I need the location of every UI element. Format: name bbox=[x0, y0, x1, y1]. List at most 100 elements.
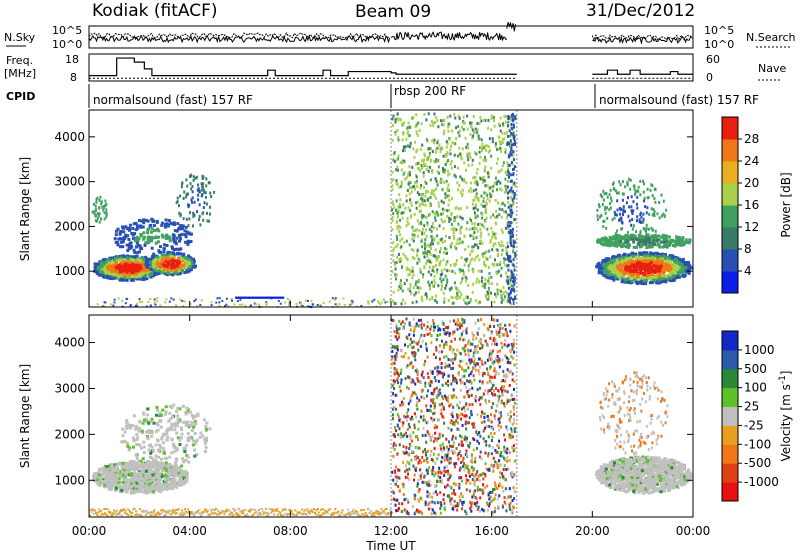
data-cell bbox=[620, 266, 623, 269]
data-cell bbox=[400, 118, 402, 121]
data-cell bbox=[452, 296, 454, 299]
data-cell bbox=[616, 229, 618, 232]
data-cell bbox=[151, 247, 154, 250]
data-cell bbox=[451, 167, 453, 170]
data-cell bbox=[675, 258, 678, 261]
data-cell bbox=[689, 239, 692, 242]
data-cell bbox=[399, 205, 401, 208]
data-cell bbox=[636, 203, 638, 206]
data-cell bbox=[412, 301, 414, 304]
data-cell bbox=[147, 241, 150, 244]
data-cell bbox=[150, 231, 153, 234]
data-cell bbox=[467, 245, 469, 248]
data-cell bbox=[465, 137, 467, 140]
data-cell bbox=[392, 300, 394, 303]
data-cell bbox=[156, 300, 158, 302]
data-cell bbox=[662, 277, 665, 280]
data-cell bbox=[481, 143, 483, 146]
data-cell bbox=[445, 284, 447, 287]
data-cell bbox=[619, 213, 621, 216]
data-cell bbox=[511, 288, 513, 291]
data-cell bbox=[414, 188, 416, 191]
data-cell bbox=[598, 203, 600, 206]
data-cell bbox=[409, 145, 411, 148]
data-cell bbox=[478, 280, 480, 283]
data-cell bbox=[639, 262, 642, 265]
data-cell bbox=[443, 227, 445, 230]
data-cell bbox=[672, 268, 675, 271]
data-cell bbox=[460, 269, 462, 272]
data-cell bbox=[133, 251, 136, 254]
data-cell bbox=[413, 273, 415, 276]
data-cell bbox=[123, 255, 126, 258]
data-cell bbox=[154, 301, 156, 303]
data-cell bbox=[476, 131, 478, 134]
data-cell bbox=[282, 297, 284, 299]
data-cell bbox=[98, 206, 100, 209]
data-cell bbox=[486, 203, 488, 206]
data-cell bbox=[423, 224, 425, 227]
data-cell bbox=[628, 263, 631, 266]
data-cell bbox=[510, 123, 512, 126]
data-cell bbox=[514, 143, 516, 146]
data-cell bbox=[403, 121, 405, 124]
data-cell bbox=[162, 247, 165, 250]
data-cell bbox=[507, 224, 509, 227]
data-cell bbox=[215, 302, 217, 304]
data-cell bbox=[510, 260, 512, 263]
data-cell bbox=[423, 186, 425, 189]
data-cell bbox=[398, 230, 400, 233]
data-cell bbox=[426, 235, 428, 238]
data-cell bbox=[633, 185, 635, 188]
data-cell bbox=[640, 252, 643, 255]
data-cell bbox=[602, 190, 604, 193]
data-cell bbox=[426, 297, 428, 300]
data-cell bbox=[417, 201, 419, 204]
data-cell bbox=[425, 293, 427, 296]
data-cell bbox=[467, 284, 469, 287]
data-cell bbox=[456, 292, 458, 295]
data-cell bbox=[149, 261, 152, 264]
data-cell bbox=[513, 283, 515, 286]
data-cell bbox=[431, 230, 433, 233]
data-cell bbox=[503, 210, 505, 213]
data-cell bbox=[503, 115, 505, 118]
data-cell bbox=[509, 164, 511, 167]
data-cell bbox=[660, 236, 663, 239]
data-cell bbox=[513, 245, 515, 248]
data-cell bbox=[95, 205, 97, 208]
data-cell bbox=[126, 257, 129, 260]
data-cell bbox=[467, 147, 469, 150]
data-cell bbox=[176, 268, 179, 271]
data-cell bbox=[392, 139, 394, 142]
data-cell bbox=[485, 257, 487, 260]
data-cell bbox=[622, 221, 624, 224]
data-cell bbox=[649, 276, 652, 279]
data-cell bbox=[685, 238, 688, 241]
data-cell bbox=[157, 240, 160, 243]
data-cell bbox=[122, 474, 125, 477]
data-cell bbox=[140, 259, 143, 262]
data-cell bbox=[632, 228, 634, 231]
data-cell bbox=[410, 270, 412, 273]
data-cell bbox=[488, 276, 490, 279]
data-cell bbox=[423, 232, 425, 235]
data-cell bbox=[501, 229, 503, 232]
data-cell bbox=[397, 136, 399, 139]
data-cell bbox=[396, 199, 398, 202]
data-cell bbox=[432, 284, 434, 287]
data-cell bbox=[498, 213, 500, 216]
data-cell bbox=[427, 190, 429, 193]
data-cell bbox=[677, 261, 680, 264]
data-cell bbox=[441, 200, 443, 203]
data-cell bbox=[499, 182, 501, 185]
data-cell bbox=[501, 208, 503, 211]
data-cell bbox=[430, 124, 432, 127]
data-cell bbox=[95, 208, 97, 211]
data-cell bbox=[453, 113, 455, 116]
data-cell bbox=[408, 206, 410, 209]
data-cell bbox=[501, 168, 503, 171]
data-cell bbox=[102, 274, 105, 277]
data-cell bbox=[467, 158, 469, 161]
